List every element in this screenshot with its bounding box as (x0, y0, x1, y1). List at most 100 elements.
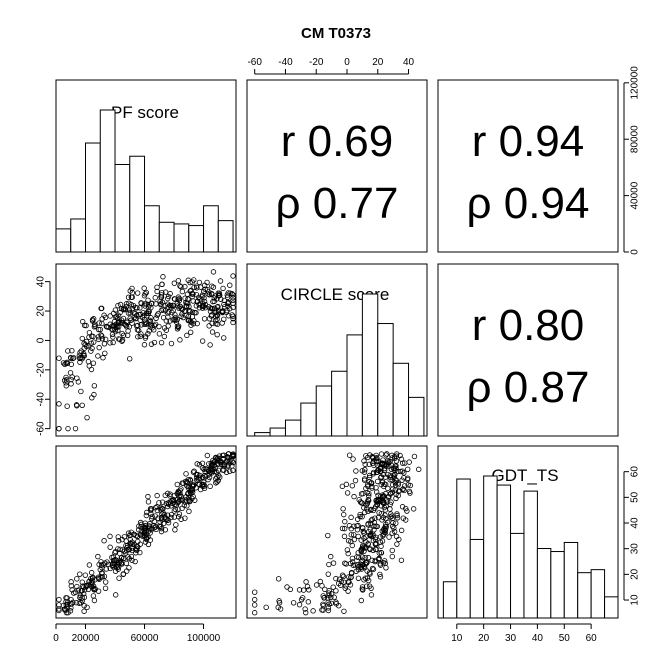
scatter-point-2-1-331 (393, 458, 400, 464)
scatter-point-2-1-393 (361, 476, 368, 482)
scatter-point-1-0-339 (60, 360, 67, 366)
scatter-point-2-1-406 (326, 592, 332, 599)
scatter-point-1-0-69 (110, 339, 116, 346)
hist-bar-1-2 (284, 419, 302, 437)
scatter-point-2-1-287 (379, 492, 386, 498)
scatter-point-2-0-471 (162, 527, 169, 533)
scatter-point-2-1-429 (380, 472, 386, 478)
scatter-point-2-0-258 (115, 546, 121, 552)
scatter-point-2-0-356 (56, 606, 62, 612)
scatter-point-2-1-462 (382, 512, 388, 518)
scatter-panel-2-0 (56, 451, 236, 616)
scatter-point-1-0-304 (175, 294, 182, 300)
scatter-point-2-0-457 (129, 547, 135, 554)
scatter-point-2-0-429 (193, 472, 200, 478)
scatter-point-2-1-386 (400, 460, 406, 466)
scatter-point-2-1-204 (325, 571, 331, 577)
y-axis-circle-tick-label-0: -60 (36, 421, 47, 436)
scatter-point-1-0-229 (119, 337, 126, 343)
scatter-point-2-1-277 (378, 543, 384, 549)
scatter-point-1-0-407 (193, 283, 200, 289)
scatter-point-2-0-469 (83, 583, 90, 589)
scatter-point-1-0-476 (79, 402, 85, 409)
scatter-point-2-0-285 (159, 511, 165, 517)
x-axis-pf-tick-label-1: 20000 (72, 633, 100, 644)
panel-frame-0-1 (246, 79, 428, 253)
scatter-point-2-1-428 (392, 463, 398, 469)
hist-bar-0-8 (173, 223, 190, 253)
scatter-point-2-1-401 (368, 531, 374, 538)
scatter-point-2-0-358 (218, 458, 224, 465)
scatter-point-2-1-404 (364, 568, 370, 574)
hist-bar-2-1 (456, 478, 471, 619)
scatter-point-2-1-432 (326, 601, 332, 607)
scatter-point-2-1-305 (399, 468, 406, 474)
scatter-point-2-0-392 (124, 547, 130, 554)
hist-bar-0-1 (70, 218, 87, 253)
scatter-point-2-0-474 (174, 500, 181, 506)
scatter-point-1-0-366 (89, 395, 95, 401)
scatter-point-2-0-336 (185, 491, 191, 497)
scatter-point-2-1-299 (374, 478, 381, 485)
scatter-point-2-1-340 (359, 468, 365, 474)
scatter-point-2-0-478 (179, 505, 185, 512)
scatter-point-2-1-355 (401, 487, 407, 494)
scatter-point-2-0-390 (127, 540, 133, 546)
scatter-point-2-1-211 (399, 504, 406, 510)
scatter-point-1-0-427 (138, 331, 144, 337)
scatter-point-2-0-385 (204, 452, 211, 459)
scatter-point-2-1-337 (330, 560, 337, 566)
scatter-point-2-1-311 (392, 482, 399, 489)
scatter-point-1-0-153 (97, 326, 103, 333)
scatter-point-1-0-210 (210, 269, 217, 275)
scatter-point-1-0-157 (214, 304, 220, 310)
scatter-point-2-1-76 (339, 572, 346, 578)
scatter-point-2-1-359 (304, 583, 311, 590)
scatter-point-1-0-316 (129, 285, 135, 292)
scatter-point-2-0-409 (217, 474, 223, 480)
scatter-point-1-0-349 (107, 340, 113, 346)
scatter-point-2-1-189 (339, 483, 346, 490)
scatter-point-2-1-321 (369, 516, 375, 522)
scatter-point-1-0-96 (101, 341, 108, 347)
scatter-point-1-0-328 (182, 283, 188, 290)
scatter-point-2-0-450 (113, 563, 119, 570)
scatter-point-2-1-424 (348, 574, 354, 580)
x-axis-circle-tick-label-1: -40 (278, 57, 293, 68)
scatter-point-2-0-475 (211, 459, 217, 465)
scatter-point-2-0-203 (86, 562, 93, 568)
hist-bar-1-7 (361, 293, 379, 437)
scatter-point-1-0-265 (154, 312, 160, 318)
scatter-point-2-0-323 (125, 530, 132, 536)
scatter-point-2-0-448 (102, 579, 109, 585)
scatter-point-2-1-475 (385, 459, 391, 465)
scatter-point-2-1-451 (364, 559, 370, 566)
scatter-point-2-0-458 (126, 556, 133, 562)
scatter-point-2-1-32 (287, 586, 294, 593)
scatter-point-1-0-415 (212, 293, 218, 299)
scatter-point-2-1-458 (376, 556, 382, 562)
scatter-point-2-1-353 (319, 583, 325, 589)
scatter-point-1-0-23 (221, 297, 228, 304)
scatter-point-2-1-375 (359, 584, 366, 590)
scatter-point-2-0-158 (159, 499, 166, 505)
scatter-point-1-0-122 (85, 358, 92, 365)
x-axis-gdt-tick-label-4: 50 (559, 633, 571, 644)
scatter-point-2-0-220 (144, 531, 150, 537)
scatter-point-2-1-325 (330, 584, 336, 590)
corr-rho-2: ρ 0.87 (467, 363, 590, 412)
scatter-point-2-0-442 (145, 493, 151, 500)
scatter-point-1-0-451 (116, 318, 123, 325)
scatter-point-1-0-322 (227, 282, 233, 288)
scatter-point-1-0-419 (189, 309, 196, 315)
scatter-point-1-0-379 (212, 317, 219, 324)
scatter-point-1-0-334 (99, 316, 105, 322)
y-axis-gdt-tick-label-0: 10 (630, 594, 641, 606)
y-axis-circle-tick-label-5: 40 (36, 276, 47, 288)
scatter-point-2-0-316 (129, 557, 135, 563)
scatter-point-2-0-290 (194, 461, 200, 467)
scatter-point-2-0-340 (206, 468, 212, 474)
x-axis-circle-tick-label-0: -60 (247, 57, 262, 68)
scatter-point-2-1-243 (358, 559, 364, 565)
hist-bar-1-0 (254, 432, 271, 437)
